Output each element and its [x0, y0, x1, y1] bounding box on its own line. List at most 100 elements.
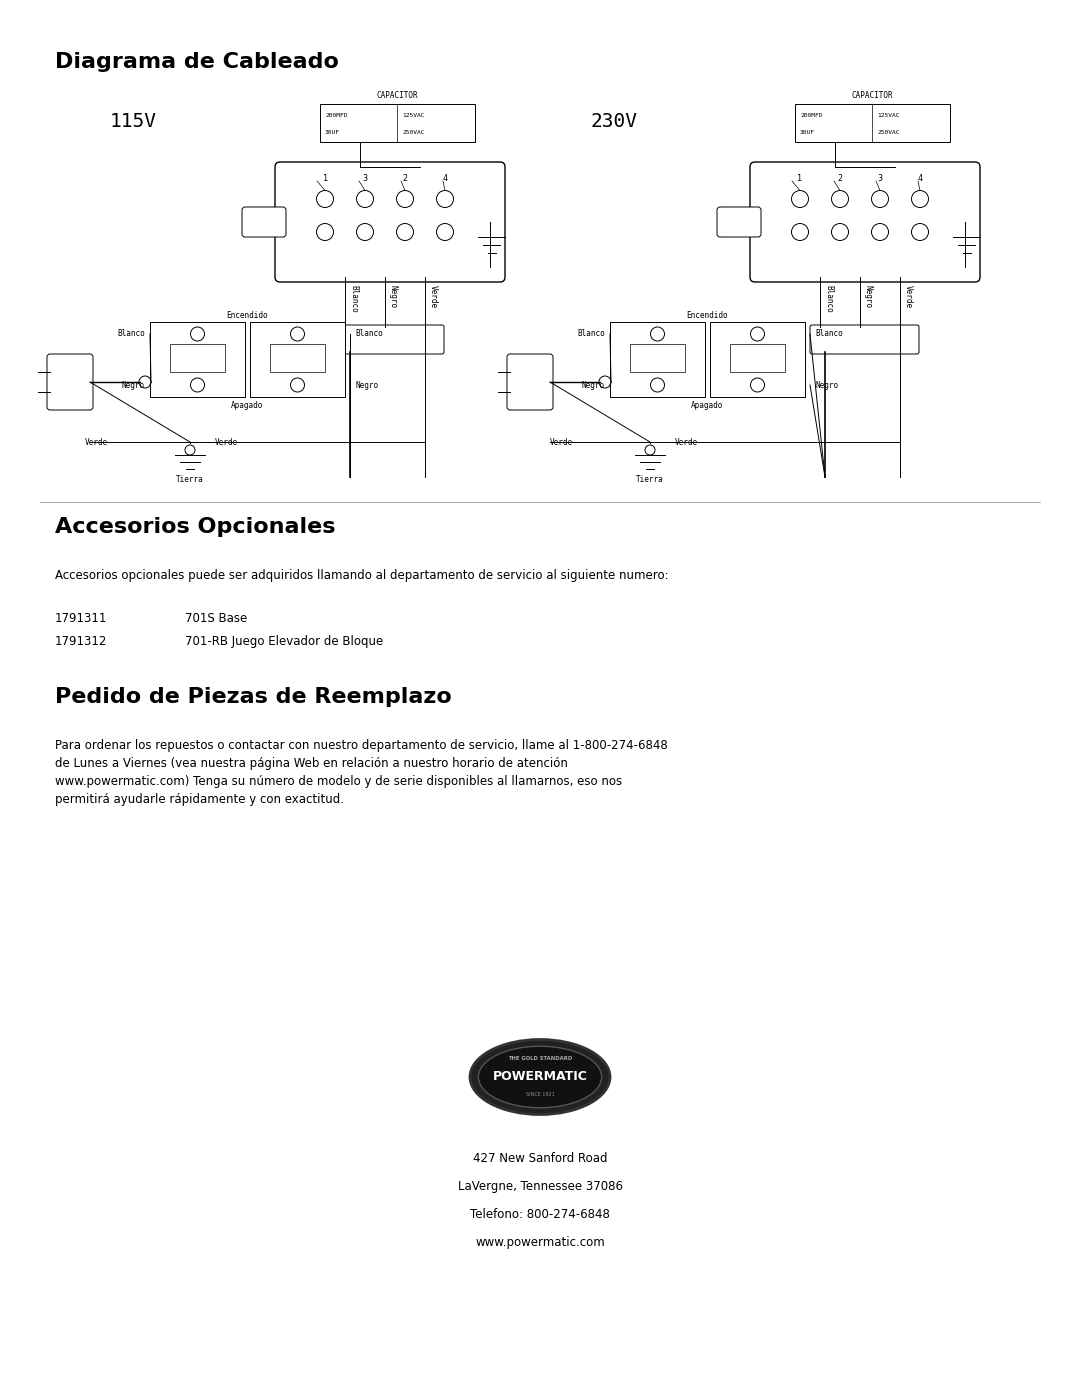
- Text: Negro: Negro: [864, 285, 873, 309]
- Text: Tierra: Tierra: [176, 475, 204, 483]
- Text: CAPACITOR: CAPACITOR: [852, 91, 893, 101]
- Circle shape: [751, 379, 765, 393]
- FancyBboxPatch shape: [750, 162, 980, 282]
- Text: 701S Base: 701S Base: [185, 612, 247, 624]
- Circle shape: [396, 190, 414, 208]
- Text: Verde: Verde: [429, 285, 438, 309]
- Circle shape: [291, 327, 305, 341]
- Bar: [730, 344, 785, 372]
- Text: 4: 4: [918, 175, 922, 183]
- Circle shape: [190, 379, 204, 393]
- Text: 701-RB Juego Elevador de Bloque: 701-RB Juego Elevador de Bloque: [185, 636, 383, 648]
- Text: THE GOLD STANDARD: THE GOLD STANDARD: [508, 1056, 572, 1062]
- Text: 230V: 230V: [590, 112, 637, 131]
- Text: 1791312: 1791312: [55, 636, 107, 648]
- Circle shape: [645, 446, 654, 455]
- Text: 1791311: 1791311: [55, 612, 107, 624]
- Text: Negro: Negro: [389, 285, 399, 309]
- Circle shape: [751, 327, 765, 341]
- Bar: [270, 344, 325, 372]
- Text: Accesorios opcionales puede ser adquiridos llamando al departamento de servicio : Accesorios opcionales puede ser adquirid…: [55, 569, 669, 583]
- Text: CAPACITOR: CAPACITOR: [377, 91, 418, 101]
- Circle shape: [396, 224, 414, 240]
- Circle shape: [185, 446, 195, 455]
- Text: Tierra: Tierra: [636, 475, 664, 483]
- FancyBboxPatch shape: [48, 353, 93, 409]
- Text: Pedido de Piezas de Reemplazo: Pedido de Piezas de Reemplazo: [55, 687, 451, 707]
- FancyBboxPatch shape: [795, 103, 950, 142]
- Text: Blanco: Blanco: [355, 330, 382, 338]
- Text: Diagrama de Cableado: Diagrama de Cableado: [55, 52, 339, 73]
- Text: Accesorios Opcionales: Accesorios Opcionales: [55, 517, 336, 536]
- Text: 250VAC: 250VAC: [877, 130, 900, 134]
- Circle shape: [291, 379, 305, 393]
- Circle shape: [792, 190, 809, 208]
- Circle shape: [356, 224, 374, 240]
- Text: 1: 1: [323, 175, 327, 183]
- Text: Encendido: Encendido: [687, 312, 728, 320]
- FancyBboxPatch shape: [275, 162, 505, 282]
- Bar: [150, 321, 245, 397]
- Bar: [610, 321, 705, 397]
- Text: 2: 2: [403, 175, 407, 183]
- Circle shape: [792, 224, 809, 240]
- Text: Negro: Negro: [122, 380, 145, 390]
- Text: Apagado: Apagado: [691, 401, 724, 409]
- Text: 1: 1: [797, 175, 802, 183]
- Text: 125VAC: 125VAC: [877, 113, 900, 117]
- Text: 115V: 115V: [110, 112, 157, 131]
- Text: Blanco: Blanco: [349, 285, 357, 313]
- Text: Apagado: Apagado: [231, 401, 264, 409]
- Circle shape: [872, 224, 889, 240]
- Circle shape: [650, 327, 664, 341]
- Text: 2: 2: [837, 175, 842, 183]
- Circle shape: [436, 190, 454, 208]
- Text: www.powermatic.com: www.powermatic.com: [475, 1236, 605, 1249]
- FancyBboxPatch shape: [717, 207, 761, 237]
- Circle shape: [650, 379, 664, 393]
- Text: LaVergne, Tennessee 37086: LaVergne, Tennessee 37086: [458, 1180, 622, 1193]
- Text: Verde: Verde: [550, 437, 573, 447]
- Text: Blanco: Blanco: [577, 330, 605, 338]
- Text: Blanco: Blanco: [118, 330, 145, 338]
- Circle shape: [356, 190, 374, 208]
- Text: 200MFD: 200MFD: [325, 113, 348, 117]
- Text: 427 New Sanford Road: 427 New Sanford Road: [473, 1153, 607, 1165]
- Text: Para ordenar los repuestos o contactar con nuestro departamento de servicio, lla: Para ordenar los repuestos o contactar c…: [55, 739, 667, 806]
- Text: 30UF: 30UF: [325, 130, 340, 134]
- Text: Negro: Negro: [582, 380, 605, 390]
- Text: 125VAC: 125VAC: [402, 113, 424, 117]
- Text: 30UF: 30UF: [800, 130, 815, 134]
- Circle shape: [316, 190, 334, 208]
- Text: Verde: Verde: [85, 437, 108, 447]
- Circle shape: [872, 190, 889, 208]
- Text: SINCE 1921: SINCE 1921: [526, 1092, 554, 1098]
- Text: 4: 4: [443, 175, 447, 183]
- Bar: [170, 344, 225, 372]
- FancyBboxPatch shape: [507, 353, 553, 409]
- Text: 3: 3: [878, 175, 882, 183]
- Ellipse shape: [478, 1046, 602, 1108]
- Circle shape: [599, 376, 611, 388]
- Text: Negro: Negro: [355, 380, 378, 390]
- Circle shape: [139, 376, 151, 388]
- FancyBboxPatch shape: [242, 207, 286, 237]
- Circle shape: [436, 224, 454, 240]
- Bar: [710, 321, 805, 397]
- Text: 200MFD: 200MFD: [800, 113, 823, 117]
- Text: Negro: Negro: [815, 380, 838, 390]
- Text: 3: 3: [363, 175, 367, 183]
- Circle shape: [912, 190, 929, 208]
- FancyBboxPatch shape: [320, 103, 475, 142]
- Text: Verde: Verde: [904, 285, 913, 309]
- Text: Telefono: 800-274-6848: Telefono: 800-274-6848: [470, 1208, 610, 1221]
- Circle shape: [912, 224, 929, 240]
- Text: POWERMATIC: POWERMATIC: [492, 1070, 588, 1083]
- Bar: [249, 321, 345, 397]
- Text: Blanco: Blanco: [815, 330, 842, 338]
- Circle shape: [190, 327, 204, 341]
- Bar: [630, 344, 685, 372]
- Text: Encendido: Encendido: [227, 312, 268, 320]
- FancyBboxPatch shape: [810, 326, 919, 353]
- Circle shape: [832, 190, 849, 208]
